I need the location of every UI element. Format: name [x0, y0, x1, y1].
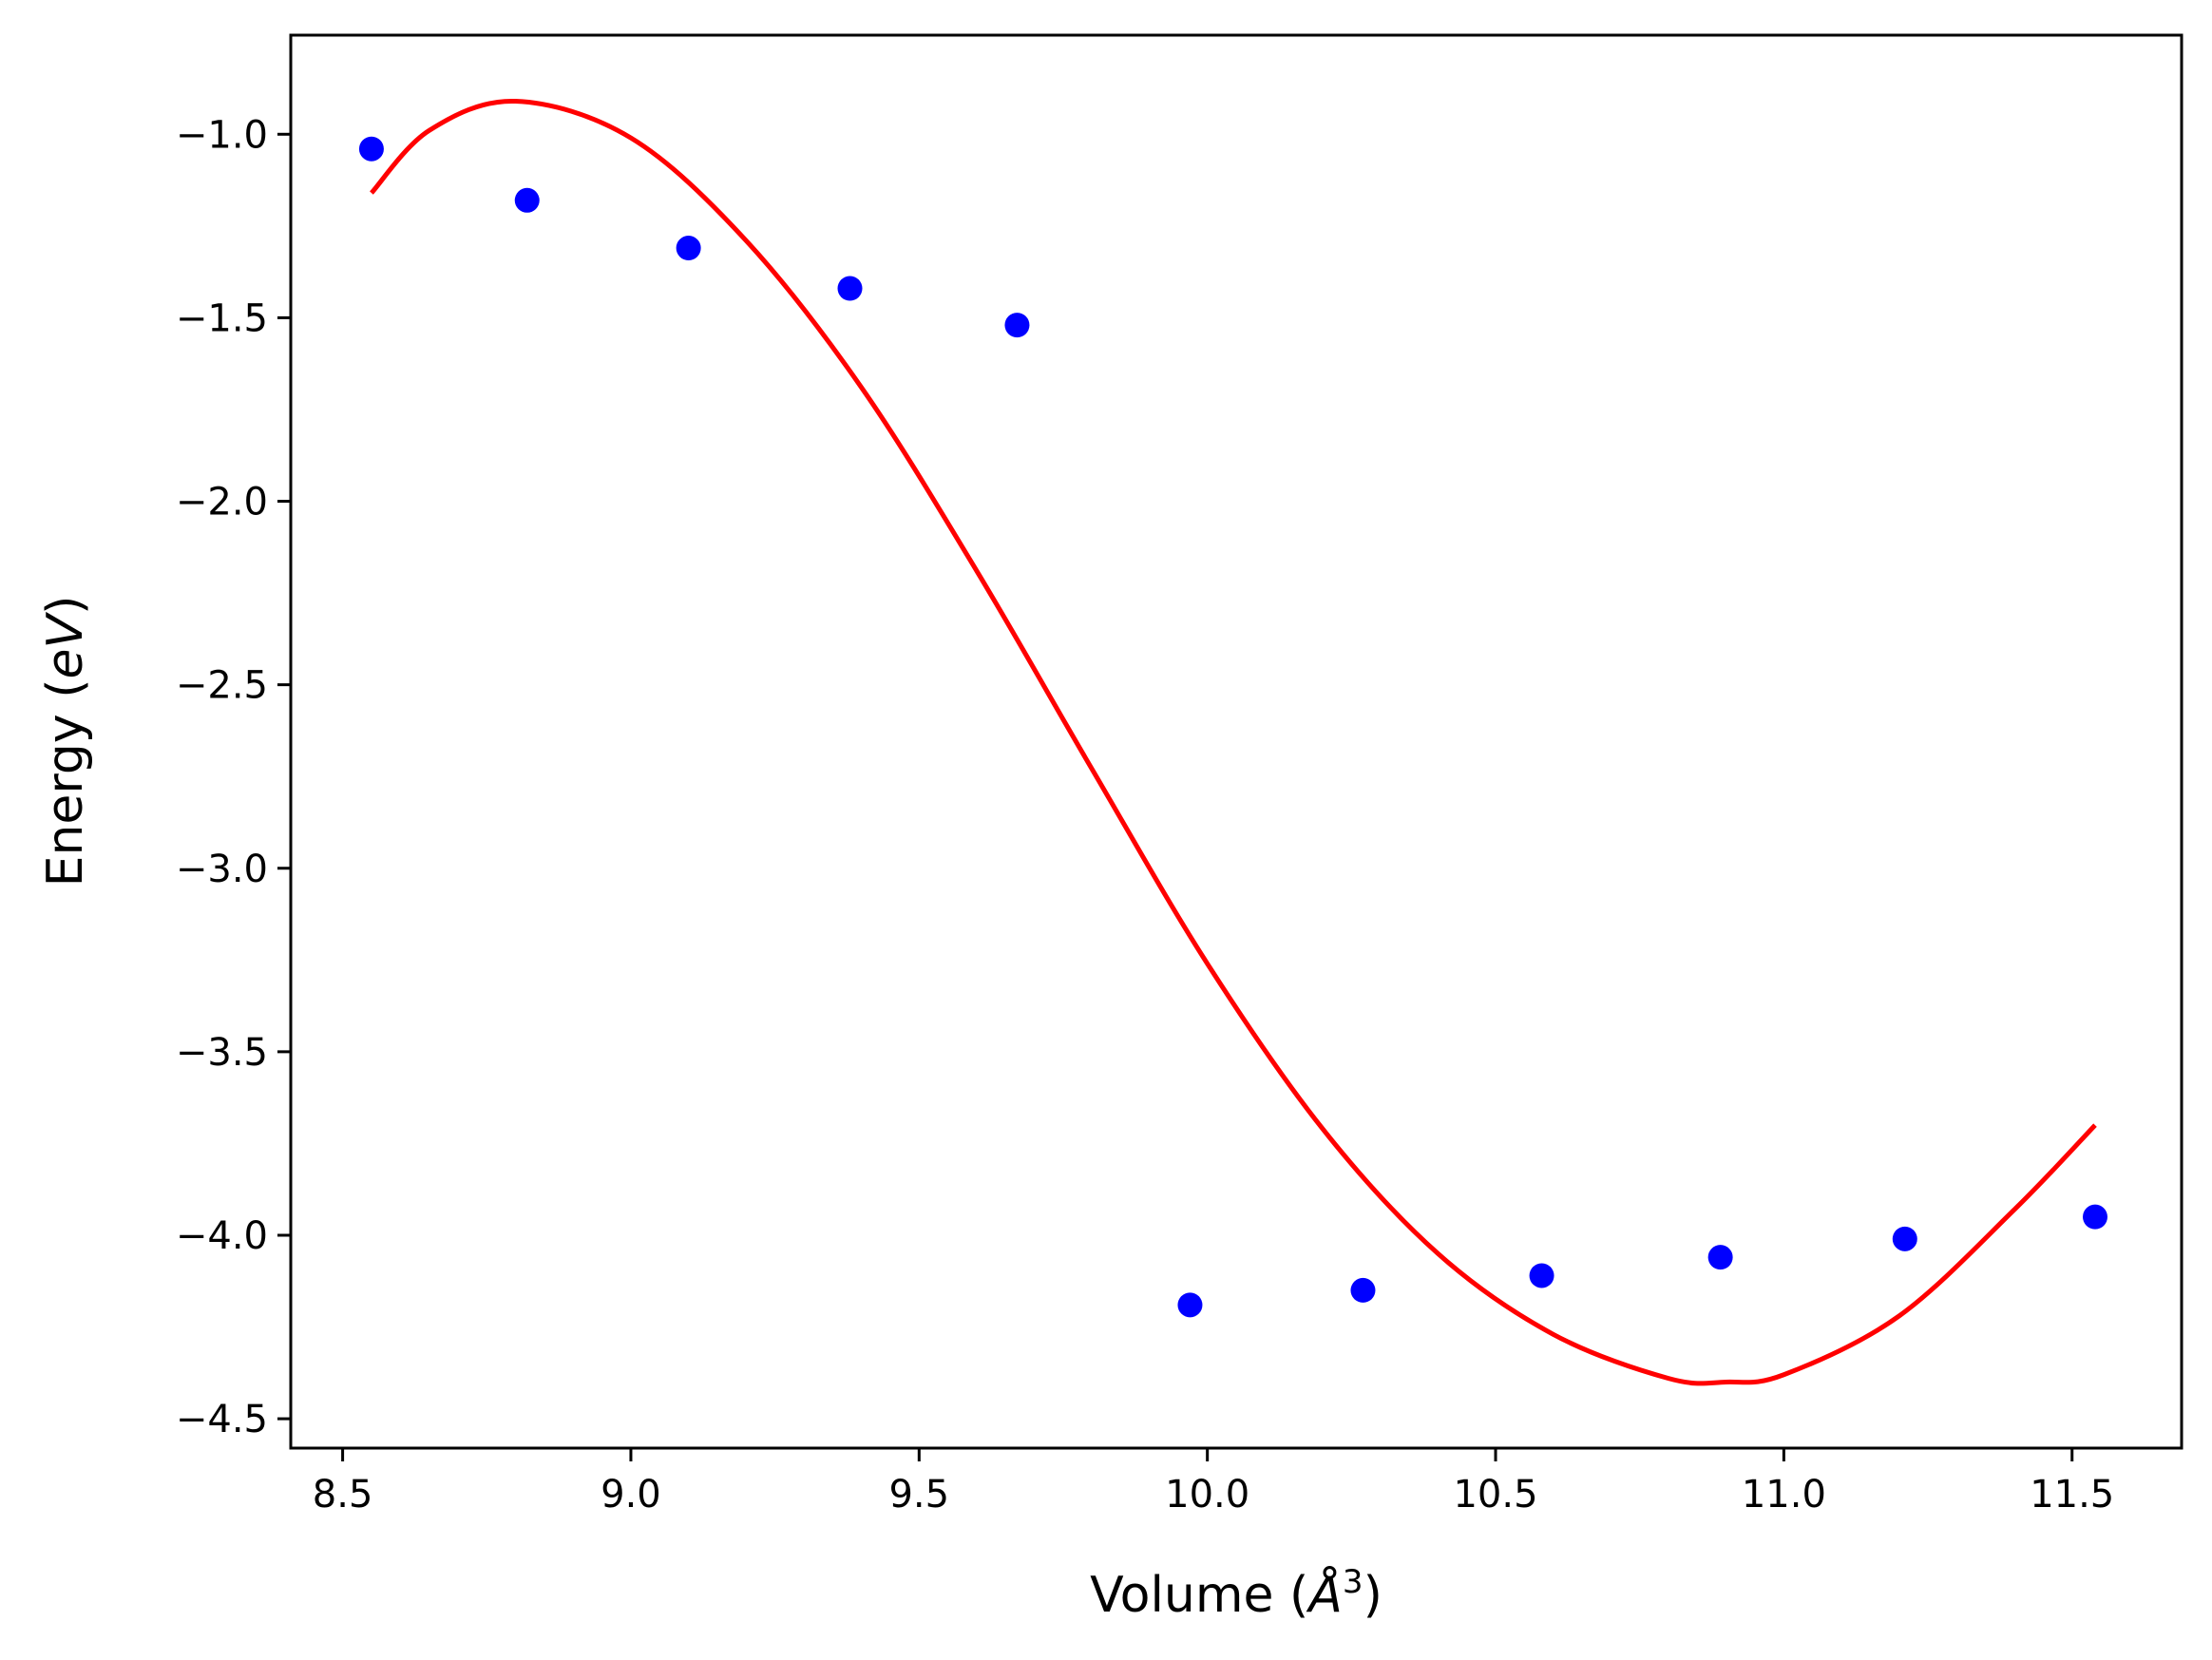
y-tick-label: −1.5: [176, 296, 268, 340]
y-axis-label-suffix: ): [37, 596, 94, 615]
x-tick-label: 10.0: [1165, 1473, 1249, 1517]
x-axis-label: Volume (Å3): [1090, 1563, 1382, 1624]
data-point: [1892, 1226, 1917, 1251]
data-point: [676, 236, 701, 261]
x-axis-ticks: 8.5 9.0 9.5 10.0 10.5 11.0 11.5: [313, 1448, 2114, 1517]
y-tick-label: −4.0: [176, 1214, 268, 1258]
y-tick-label: −3.5: [176, 1031, 268, 1075]
x-axis-label-sup: 3: [1343, 1563, 1363, 1601]
data-point: [514, 187, 540, 213]
plot-marks: [358, 99, 2107, 1386]
y-tick-label: −3.0: [176, 848, 268, 891]
x-tick-label: 10.5: [1453, 1473, 1537, 1517]
x-tick-label: 9.5: [888, 1473, 949, 1517]
x-axis-label-suffix: ): [1363, 1567, 1382, 1624]
data-point: [1529, 1263, 1554, 1288]
y-axis-label: Energy (eV): [37, 596, 94, 887]
x-axis-label-symbol: Å: [1306, 1565, 1343, 1624]
fit-curve: [370, 99, 2097, 1386]
x-tick-label: 11.0: [1742, 1473, 1826, 1517]
y-axis-ticks: −1.0 −1.5 −2.0 −2.5 −3.0 −3.5 −4.0 −4.5: [176, 113, 291, 1441]
x-tick-label: 8.5: [313, 1473, 373, 1517]
y-tick-label: −2.0: [176, 481, 268, 525]
x-tick-label: 11.5: [2030, 1473, 2114, 1517]
data-point: [1177, 1292, 1203, 1318]
y-axis-label-symbol: eV: [37, 612, 94, 679]
data-point: [1350, 1277, 1376, 1303]
data-point: [1004, 313, 1030, 338]
y-tick-label: −2.5: [176, 664, 268, 708]
plot-frame: [289, 33, 2183, 1450]
data-point: [837, 276, 863, 301]
data-point: [2082, 1204, 2107, 1230]
x-tick-label: 9.0: [601, 1473, 661, 1517]
y-axis-label-prefix: Energy (: [37, 679, 94, 887]
data-point: [1707, 1245, 1733, 1270]
x-axis-label-prefix: Volume (: [1090, 1567, 1308, 1624]
y-tick-label: −1.0: [176, 113, 268, 157]
y-tick-label: −4.5: [176, 1398, 268, 1441]
data-point: [358, 136, 384, 162]
